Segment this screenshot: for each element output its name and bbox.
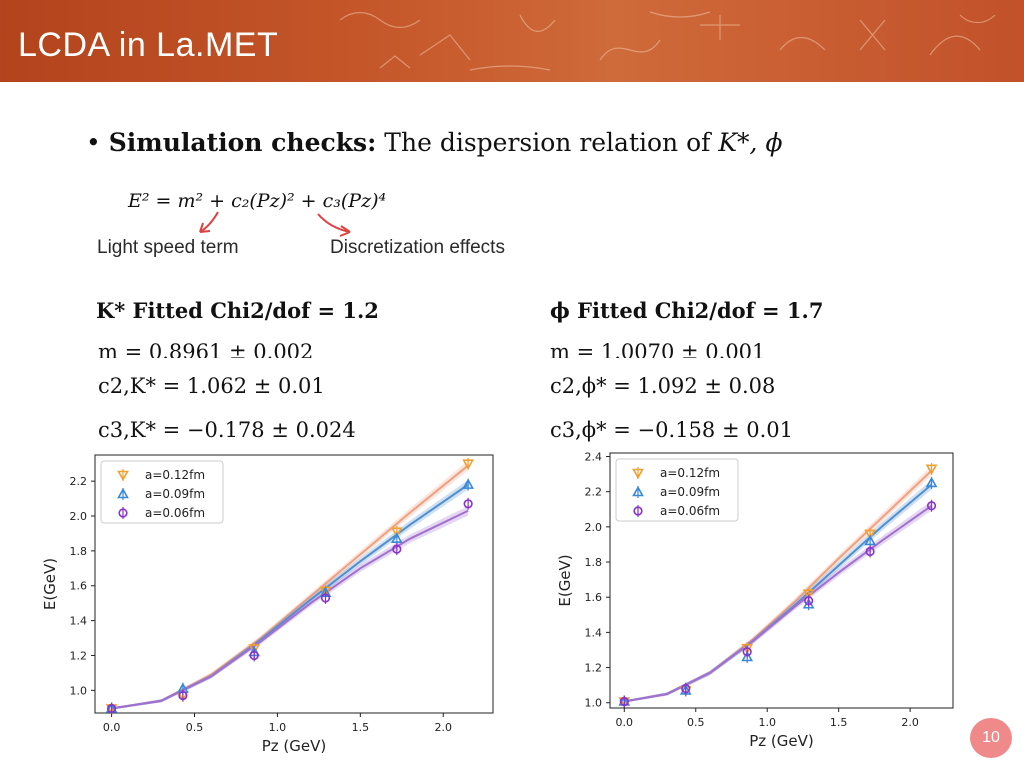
chart1-legend-marker-0 xyxy=(632,468,644,480)
chart1-ytick-label-7: 2.4 xyxy=(585,451,603,464)
chart0-point-0-5 xyxy=(462,459,474,470)
chart0-xtick-label-4: 2.0 xyxy=(435,721,453,734)
arrow-discretization xyxy=(317,213,351,233)
slide-header: LCDA in La.MET xyxy=(0,0,1024,82)
chart0-point-2-0 xyxy=(106,703,117,714)
chart0-xtick-label-2: 1.0 xyxy=(269,721,287,734)
chart0-ytick-label-4: 1.8 xyxy=(70,545,88,558)
chart0-legend-label-2: a=0.06fm xyxy=(145,506,205,520)
chart0-xtick-label-1: 0.5 xyxy=(186,721,204,734)
chart0-point-1-4 xyxy=(390,532,403,543)
chart1-point-2-5 xyxy=(926,501,937,511)
bullet-text: The dispersion relation of xyxy=(384,128,711,157)
chart0-ytick-label-5: 2.0 xyxy=(70,510,88,523)
bullet-bold-prefix: Simulation checks: xyxy=(108,128,377,157)
bullet-particles: K*, ϕ xyxy=(718,128,783,157)
chart0-ytick-label-2: 1.4 xyxy=(70,615,88,628)
chart1-point-2-2 xyxy=(742,647,752,657)
chart1-ytick-label-6: 2.2 xyxy=(585,486,603,499)
chart1-xtick-label-2: 1.0 xyxy=(758,716,776,729)
chart0-point-1-5 xyxy=(462,478,474,489)
chart1-xlabel: Pz (GeV) xyxy=(749,732,814,750)
chart1-point-2-3 xyxy=(804,596,814,606)
chart1-point-2-0 xyxy=(619,696,629,707)
chart1-legend-box xyxy=(615,458,739,522)
chart1-legend-label-2: a=0.06fm xyxy=(660,504,720,518)
right-fit-mass: m = 1.0070 ± 0.001 xyxy=(550,340,766,358)
chart0-point-2-4 xyxy=(392,544,402,554)
chart1-ytick-label-2: 1.4 xyxy=(585,626,603,639)
chart1-xtick-label-4: 2.0 xyxy=(901,716,919,729)
chart1-legend-marker-1 xyxy=(632,485,644,497)
annotation-arrows xyxy=(199,211,351,237)
chart0-xtick-label-3: 1.5 xyxy=(352,721,370,734)
chart1-xtick-label-1: 0.5 xyxy=(687,716,705,729)
left-fit-title: K* Fitted Chi2/dof = 1.2 xyxy=(96,298,379,323)
header-background-scribbles xyxy=(339,11,996,71)
chart1-point-2-4 xyxy=(865,546,875,557)
chart0-point-2-2 xyxy=(249,650,259,661)
left-fit-c2: c2,K* = 1.062 ± 0.01 xyxy=(98,374,325,398)
chart1-ytick-label-0: 1.0 xyxy=(585,697,603,710)
chart0-legend-marker-1 xyxy=(117,487,129,499)
chart0-legend-label-1: a=0.09fm xyxy=(145,487,205,501)
arrow-light-speed xyxy=(199,211,219,233)
chart1-ytick-label-5: 2.0 xyxy=(585,521,603,534)
chart1-point-1-2 xyxy=(741,650,754,662)
annotation-discretization: Discretization effects xyxy=(330,237,505,258)
chart1-ytick-label-3: 1.6 xyxy=(585,591,603,604)
chart1-xtick-label-3: 1.5 xyxy=(830,716,848,729)
chart0-ylabel: E(GeV) xyxy=(41,558,59,610)
chart0-point-2-1 xyxy=(178,690,188,701)
chart0-point-2-5 xyxy=(463,499,473,509)
chart0-legend-marker-0 xyxy=(117,470,129,482)
chart1-point-0-3 xyxy=(802,589,815,600)
chart0-ytick-label-0: 1.0 xyxy=(70,684,88,697)
right-fit-c3: c3,ϕ* = −0.158 ± 0.01 xyxy=(550,418,793,442)
chart1-ytick-label-1: 1.2 xyxy=(585,662,603,675)
chart0-point-0-2 xyxy=(248,644,261,655)
chart0-xlabel: Pz (GeV) xyxy=(262,737,327,755)
chart0-ytick-label-3: 1.6 xyxy=(70,580,88,593)
bullet-line: • Simulation checks: The dispersion rela… xyxy=(86,128,783,157)
left-dispersion-chart: 0.0 0.5 1.0 1.5 2.0 1.0 1.2 1.4 1.6 1.8 2.0 2.2 Pz (… xyxy=(41,454,494,755)
left-fit-c3: c3,K* = −0.178 ± 0.024 xyxy=(98,418,356,442)
chart0-xtick-label-0: 0.0 xyxy=(103,721,121,734)
left-fit-mass: m = 0.8961 ± 0.002 xyxy=(98,340,314,358)
dispersion-formula: E² = m² + c₂(Pz)² + c₃(Pz)⁴ xyxy=(128,190,387,212)
chart0-legend-label-0: a=0.12fm xyxy=(145,468,205,482)
chart0-ytick-label-6: 2.2 xyxy=(70,475,88,488)
chart1-legend-label-0: a=0.12fm xyxy=(660,466,720,480)
chart1-point-2-1 xyxy=(681,684,691,694)
chart1-fit-line-2 xyxy=(624,504,933,703)
chart0-fit-line-2 xyxy=(111,509,469,710)
chart1-ylabel: E(GeV) xyxy=(556,554,574,606)
chart1-point-0-5 xyxy=(925,464,938,475)
slide-title: LCDA in La.MET xyxy=(18,26,279,64)
right-fit-title: ϕ Fitted Chi2/dof = 1.7 xyxy=(550,298,824,323)
chart0-point-0-4 xyxy=(390,527,403,538)
bullet-symbol: • xyxy=(86,128,101,157)
chart0-point-2-3 xyxy=(320,593,331,603)
chart1-point-1-5 xyxy=(925,476,938,488)
chart1-point-0-4 xyxy=(864,529,876,541)
annotation-light-speed: Light speed term xyxy=(97,237,239,258)
chart0-legend-marker-2 xyxy=(118,508,128,518)
chart0-legend-box xyxy=(100,460,224,524)
right-dispersion-chart: 0.0 0.5 1.0 1.5 2.0 1.0 1.2 1.4 1.6 1.8 2.0 2.2 2.4 P… xyxy=(556,451,954,750)
right-fit-c2: c2,ϕ* = 1.092 ± 0.08 xyxy=(550,374,776,398)
chart1-legend-label-1: a=0.09fm xyxy=(660,485,720,499)
chart1-ytick-label-4: 1.8 xyxy=(585,556,603,569)
page-number-badge: 10 xyxy=(970,718,1012,758)
chart1-xtick-label-0: 0.0 xyxy=(616,716,634,729)
chart0-ytick-label-1: 1.2 xyxy=(70,649,88,662)
chart1-point-1-4 xyxy=(864,534,876,546)
chart1-legend-marker-2 xyxy=(633,506,643,516)
